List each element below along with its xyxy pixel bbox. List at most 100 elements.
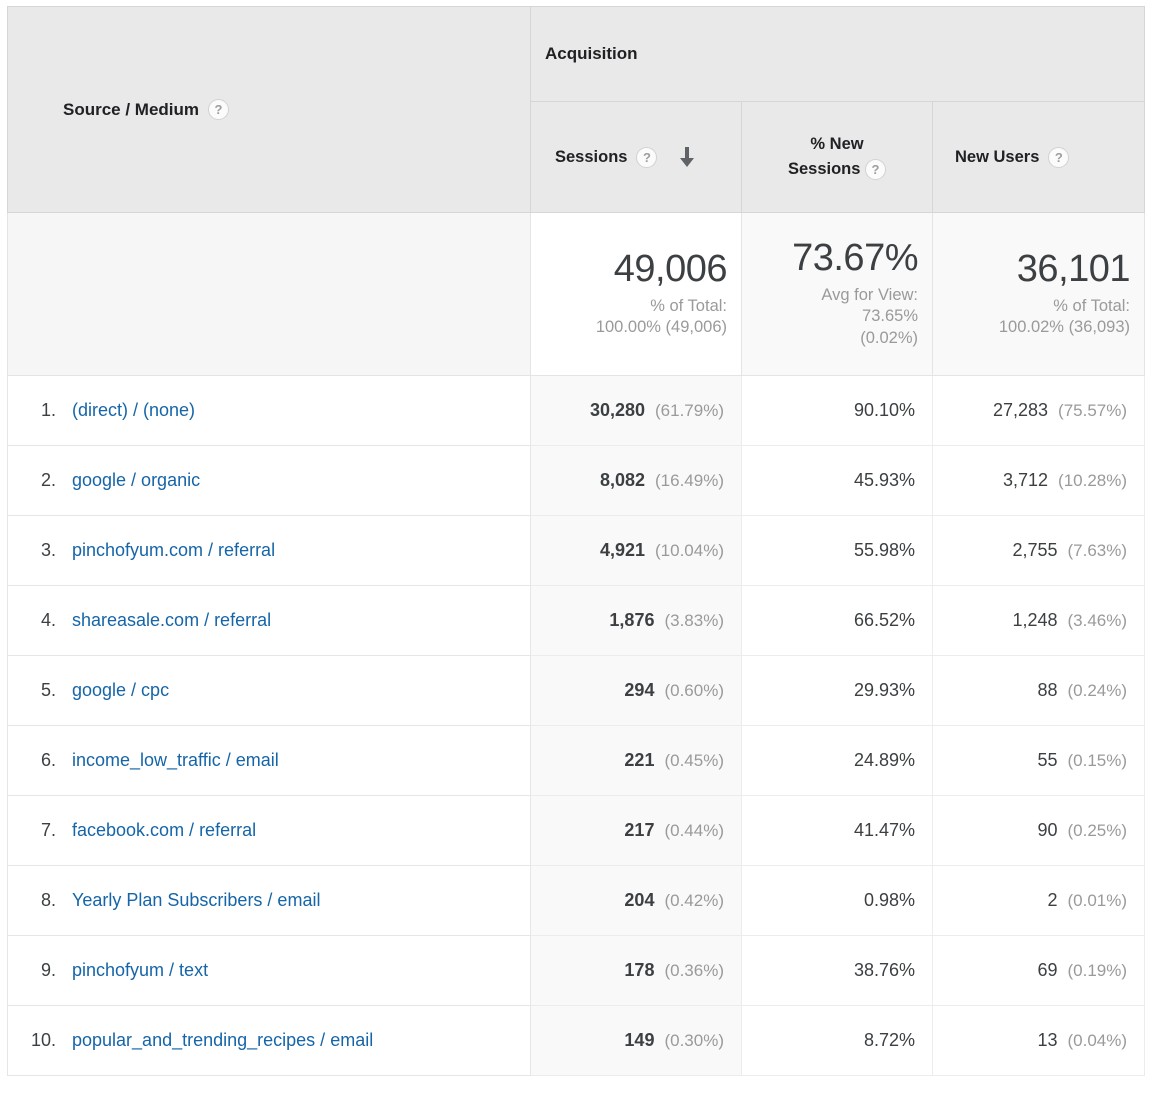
row-index: 1. — [40, 400, 56, 420]
cell-source-medium: 2. google / organic — [7, 445, 531, 516]
table-body: 49,006 % of Total: 100.00% (49,006) 73.6… — [7, 212, 1146, 1076]
totals-row: 49,006 % of Total: 100.00% (49,006) 73.6… — [7, 212, 1146, 376]
totals-sessions-cell: 49,006 % of Total: 100.00% (49,006) — [530, 212, 742, 376]
source-medium-link[interactable]: Yearly Plan Subscribers / email — [72, 889, 321, 910]
new-users-pct: (0.25%) — [1067, 821, 1128, 840]
cell-sessions: 8,082 (16.49%) — [530, 445, 742, 516]
sessions-pct: (0.36%) — [664, 961, 724, 980]
table-row[interactable]: 2. google / organic 8,082 (16.49%) 45.93%… — [7, 445, 1146, 516]
table-header: Source / Medium ? Acquisition Sessions ? — [7, 6, 1146, 213]
cell-new-users: 1,248 (3.46%) — [931, 585, 1146, 656]
sessions-value: 204 — [624, 890, 655, 910]
cell-sessions: 4,921 (10.04%) — [530, 515, 742, 586]
new-users-pct: (10.28%) — [1058, 471, 1128, 490]
totals-sessions-value: 49,006 — [613, 247, 728, 290]
pct-new-sessions-value: 0.98% — [863, 890, 915, 910]
cell-new-users: 55 (0.15%) — [931, 725, 1146, 796]
cell-sessions: 221 (0.45%) — [530, 725, 742, 796]
column-header-label: New Users — [955, 147, 1040, 166]
table-row[interactable]: 9. pinchofyum / text 178 (0.36%) 38.76% 6… — [7, 935, 1146, 1006]
new-users-pct: (3.46%) — [1067, 611, 1128, 630]
table-row[interactable]: 4. shareasale.com / referral 1,876 (3.83%… — [7, 585, 1146, 656]
source-medium-link[interactable]: shareasale.com / referral — [72, 609, 272, 630]
totals-pct-new-sessions-subvalue2: (0.02%) — [860, 328, 918, 347]
row-index: 6. — [40, 750, 56, 770]
sessions-pct: (16.49%) — [655, 471, 724, 490]
sessions-value: 217 — [624, 820, 655, 840]
new-users-pct: (7.63%) — [1067, 541, 1128, 560]
table-row[interactable]: 6. income_low_traffic / email 221 (0.45%)… — [7, 725, 1146, 796]
sessions-value: 4,921 — [599, 540, 646, 560]
cell-new-users: 13 (0.04%) — [931, 1005, 1146, 1076]
new-users-pct: (0.19%) — [1067, 961, 1128, 980]
cell-sessions: 294 (0.60%) — [530, 655, 742, 726]
column-header-pct-new-sessions[interactable]: % New Sessions ? — [741, 101, 933, 213]
new-users-value: 2,755 — [1012, 540, 1058, 560]
help-icon[interactable]: ? — [636, 146, 658, 168]
new-users-value: 90 — [1037, 820, 1058, 840]
source-medium-link[interactable]: popular_and_trending_recipes / email — [72, 1029, 374, 1050]
table-row[interactable]: 8. Yearly Plan Subscribers / email 204 (0… — [7, 865, 1146, 936]
source-medium-link[interactable]: facebook.com / referral — [72, 819, 257, 840]
help-icon[interactable]: ? — [208, 99, 230, 120]
column-group-header-acquisition: Acquisition — [529, 6, 1146, 102]
table-row[interactable]: 10. popular_and_trending_recipes / email… — [7, 1005, 1146, 1076]
sessions-value: 294 — [624, 680, 655, 700]
new-users-value: 69 — [1037, 960, 1058, 980]
totals-new-users-subvalue: 100.02% (36,093) — [998, 317, 1131, 336]
cell-pct-new-sessions: 8.72% — [741, 1005, 933, 1076]
totals-pct-new-sessions-cell: 73.67% Avg for View: 73.65% (0.02%) — [741, 212, 933, 376]
column-header-sessions[interactable]: Sessions ? — [530, 101, 742, 213]
cell-new-users: 3,712 (10.28%) — [931, 445, 1146, 516]
cell-pct-new-sessions: 29.93% — [741, 655, 933, 726]
table-row[interactable]: 7. facebook.com / referral 217 (0.44%) 41… — [7, 795, 1146, 866]
cell-new-users: 90 (0.25%) — [931, 795, 1146, 866]
sessions-value: 221 — [624, 750, 655, 770]
cell-pct-new-sessions: 41.47% — [741, 795, 933, 866]
row-index: 3. — [40, 540, 56, 560]
source-medium-link[interactable]: google / cpc — [72, 679, 170, 700]
cell-source-medium: 10. popular_and_trending_recipes / email — [7, 1005, 531, 1076]
sessions-value: 30,280 — [589, 400, 646, 420]
pct-new-sessions-value: 66.52% — [853, 610, 915, 630]
column-header-label-line2: Sessions — [787, 160, 861, 178]
cell-new-users: 27,283 (75.57%) — [931, 375, 1146, 446]
source-medium-link[interactable]: (direct) / (none) — [72, 399, 196, 420]
totals-sessions-subvalue: 100.00% (49,006) — [595, 317, 727, 336]
source-medium-link[interactable]: pinchofyum.com / referral — [72, 539, 276, 560]
pct-new-sessions-value: 90.10% — [853, 400, 915, 420]
pct-new-sessions-value: 29.93% — [853, 680, 915, 700]
cell-sessions: 1,876 (3.83%) — [530, 585, 742, 656]
source-medium-link[interactable]: google / organic — [72, 469, 201, 490]
pct-new-sessions-value: 45.93% — [853, 470, 915, 490]
table-row[interactable]: 5. google / cpc 294 (0.60%) 29.93% 88 (0.2… — [7, 655, 1146, 726]
column-header-new-users[interactable]: New Users ? — [931, 101, 1146, 213]
table-row[interactable]: 1. (direct) / (none) 30,280 (61.79%) 90.1… — [7, 375, 1146, 446]
header-row-metrics: Sessions ? % New Sessions ? New Users ? — [8, 101, 1146, 213]
pct-new-sessions-value: 55.98% — [853, 540, 915, 560]
row-index: 4. — [40, 610, 56, 630]
new-users-pct: (0.04%) — [1067, 1031, 1128, 1050]
new-users-value: 27,283 — [992, 400, 1049, 420]
cell-pct-new-sessions: 24.89% — [741, 725, 933, 796]
column-header-source-medium[interactable]: Source / Medium ? — [7, 6, 531, 213]
sort-descending-arrow-icon[interactable] — [678, 145, 696, 169]
cell-pct-new-sessions: 45.93% — [741, 445, 933, 516]
row-index: 8. — [40, 890, 56, 910]
cell-pct-new-sessions: 66.52% — [741, 585, 933, 656]
row-index: 5. — [40, 680, 56, 700]
source-medium-link[interactable]: income_low_traffic / email — [72, 749, 279, 770]
table-row[interactable]: 3. pinchofyum.com / referral 4,921 (10.04… — [7, 515, 1146, 586]
cell-sessions: 30,280 (61.79%) — [530, 375, 742, 446]
pct-new-sessions-value: 41.47% — [853, 820, 915, 840]
totals-sessions-sublabel: % of Total: — [650, 296, 727, 315]
sessions-value: 8,082 — [599, 470, 646, 490]
help-icon[interactable]: ? — [865, 159, 887, 181]
column-header-label: Source / Medium — [63, 99, 200, 119]
cell-source-medium: 8. Yearly Plan Subscribers / email — [7, 865, 531, 936]
help-icon[interactable]: ? — [1048, 146, 1070, 168]
cell-pct-new-sessions: 90.10% — [741, 375, 933, 446]
source-medium-link[interactable]: pinchofyum / text — [72, 959, 209, 980]
cell-sessions: 204 (0.42%) — [530, 865, 742, 936]
new-users-pct: (0.15%) — [1067, 751, 1128, 770]
